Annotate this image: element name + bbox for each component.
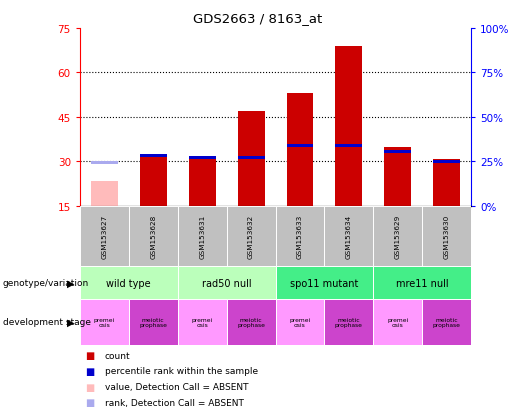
Text: premei
osis: premei osis [289, 317, 311, 328]
Text: meiotic
prophase: meiotic prophase [139, 317, 167, 328]
Text: GSM153628: GSM153628 [150, 214, 156, 259]
Text: GDS2663 / 8163_at: GDS2663 / 8163_at [193, 12, 322, 25]
Text: rank, Detection Call = ABSENT: rank, Detection Call = ABSENT [105, 398, 244, 407]
Text: wild type: wild type [107, 278, 151, 288]
Bar [178, 299, 227, 345]
Bar [286, 94, 314, 206]
Text: GSM153627: GSM153627 [101, 214, 107, 259]
Bar [335, 145, 363, 147]
Bar [276, 299, 324, 345]
Text: GSM153634: GSM153634 [346, 214, 352, 259]
Text: genotype/variation: genotype/variation [3, 278, 89, 287]
Text: ▶: ▶ [67, 317, 75, 327]
Text: premei
osis: premei osis [94, 317, 115, 328]
Bar [384, 150, 411, 153]
Bar [276, 266, 373, 299]
Text: percentile rank within the sample: percentile rank within the sample [105, 366, 258, 375]
Bar [188, 156, 216, 159]
Bar [188, 158, 216, 206]
Bar [384, 147, 411, 206]
Text: mre11 null: mre11 null [396, 278, 449, 288]
Bar [227, 299, 276, 345]
Bar [433, 161, 460, 164]
Text: ▶: ▶ [67, 278, 75, 288]
Bar [286, 145, 314, 147]
Bar [178, 206, 227, 266]
Text: count: count [105, 351, 130, 360]
Bar [80, 206, 129, 266]
Bar [373, 299, 422, 345]
Text: GSM153631: GSM153631 [199, 214, 205, 259]
Text: GSM153633: GSM153633 [297, 214, 303, 259]
Bar [324, 299, 373, 345]
Bar [237, 156, 265, 159]
Bar [422, 299, 471, 345]
Bar [129, 206, 178, 266]
Text: spo11 mutant: spo11 mutant [290, 278, 358, 288]
Text: meiotic
prophase: meiotic prophase [335, 317, 363, 328]
Text: ■: ■ [85, 366, 94, 376]
Bar [276, 206, 324, 266]
Text: ■: ■ [85, 350, 94, 360]
Text: GSM153630: GSM153630 [444, 214, 450, 259]
Bar [422, 206, 471, 266]
Text: rad50 null: rad50 null [202, 278, 251, 288]
Text: ■: ■ [85, 382, 94, 392]
Text: meiotic
prophase: meiotic prophase [237, 317, 265, 328]
Bar [373, 206, 422, 266]
Text: GSM153629: GSM153629 [395, 214, 401, 259]
Bar [324, 206, 373, 266]
Bar [129, 299, 178, 345]
Bar [91, 162, 118, 165]
Bar [433, 159, 460, 206]
Text: premei
osis: premei osis [192, 317, 213, 328]
Text: meiotic
prophase: meiotic prophase [433, 317, 461, 328]
Bar [140, 155, 167, 158]
Bar [237, 112, 265, 206]
Text: GSM153632: GSM153632 [248, 214, 254, 259]
Bar [140, 158, 167, 206]
Bar [91, 181, 118, 206]
Text: development stage: development stage [3, 318, 91, 327]
Bar [335, 47, 363, 207]
Text: premei
osis: premei osis [387, 317, 408, 328]
Bar [227, 206, 276, 266]
Bar [178, 266, 276, 299]
Text: value, Detection Call = ABSENT: value, Detection Call = ABSENT [105, 382, 248, 391]
Text: ■: ■ [85, 397, 94, 407]
Bar [80, 299, 129, 345]
Bar [373, 266, 471, 299]
Bar [80, 266, 178, 299]
